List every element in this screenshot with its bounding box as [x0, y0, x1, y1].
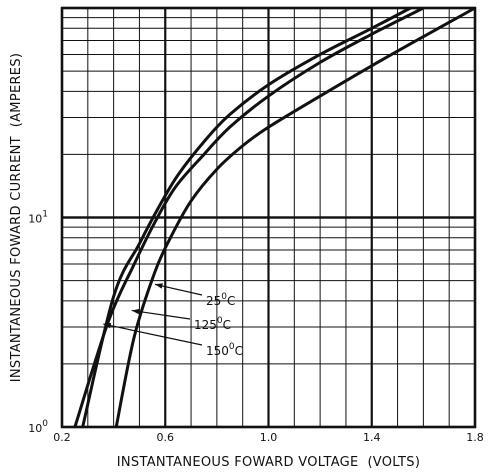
series-label: 1500C [206, 342, 243, 358]
x-tick-label: 0.6 [157, 431, 175, 444]
y-tick-label: 100 [28, 419, 48, 435]
x-tick-label: 0.2 [53, 431, 71, 444]
x-tick-label: 1.0 [260, 431, 278, 444]
series-label: 250C [206, 292, 235, 308]
annotation-arrowhead [154, 283, 163, 289]
curve-annotations: 250C 1250C 1500C [103, 283, 243, 358]
plot-frame-group [60, 6, 477, 429]
plot-frame [60, 6, 477, 429]
x-tick-label: 1.8 [466, 431, 484, 444]
y-axis-title: INSTANTANEOUS FOWARD CURRENT (AMPERES) [9, 53, 24, 382]
annotation-leader [103, 323, 203, 346]
x-tick-label: 1.4 [363, 431, 381, 444]
series-line-2 [114, 6, 476, 428]
annotation-leader [154, 283, 203, 296]
grid [60, 6, 477, 429]
annotation-arrowhead [103, 322, 112, 329]
curves [73, 6, 476, 428]
annotation-leader [131, 309, 191, 320]
y-tick-label: 101 [28, 210, 48, 226]
x-axis-title: INSTANTANEOUS FOWARD VOLTAGE (VOLTS) [117, 455, 420, 470]
annotation-arrowhead [131, 308, 140, 315]
series-label: 1250C [194, 316, 231, 332]
series-line-0 [81, 6, 412, 428]
tick-labels: 0.2 0.6 1.0 1.4 1.8 100 101 [28, 210, 483, 445]
series-line-1 [73, 6, 425, 428]
